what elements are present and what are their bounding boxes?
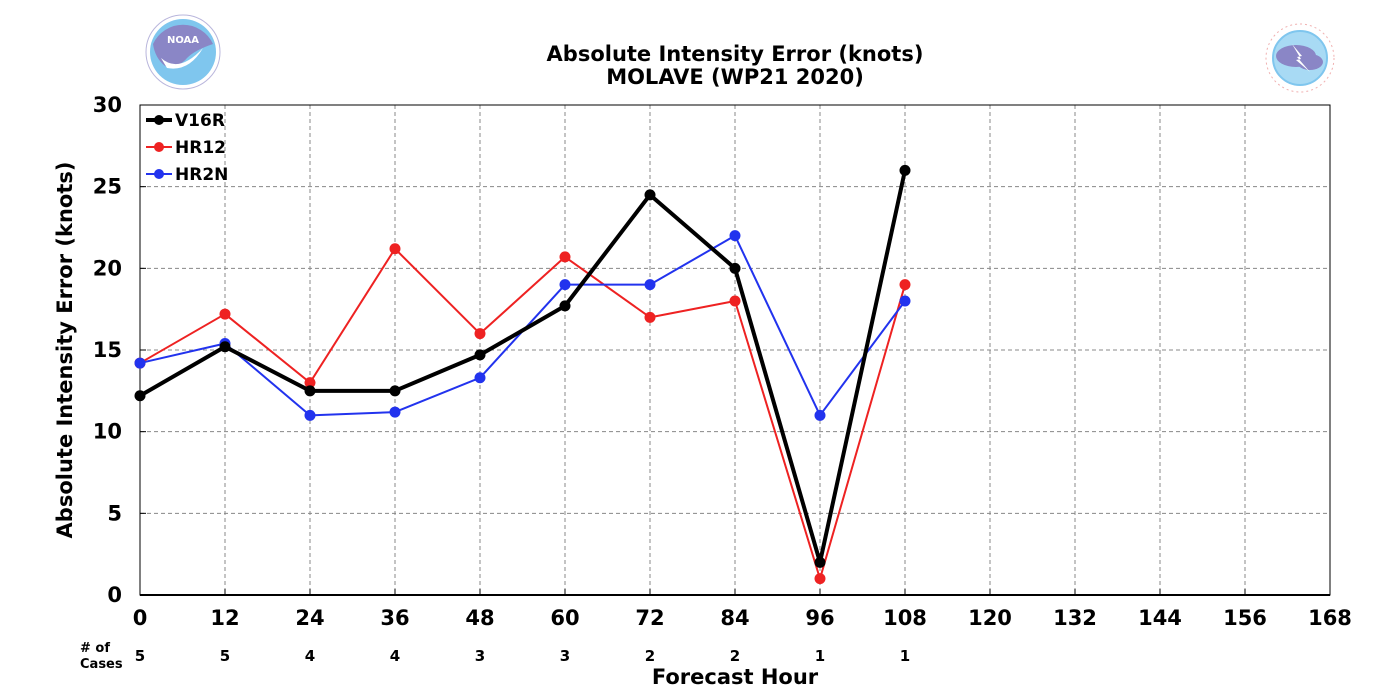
y-tick-label: 15 [93,338,122,362]
x-tick-label: 60 [550,606,579,630]
data-point [729,295,741,307]
x-tick-label: 48 [465,606,494,630]
legend: V16R HR12 HR2N [146,111,228,185]
data-point [644,189,656,201]
legend-swatch-marker [154,169,164,179]
cases-row: 5 5 4 4 3 3 2 2 1 1 [135,647,910,665]
data-point [134,390,146,402]
cases-label-line2: Cases [80,657,123,672]
series-line [139,247,906,580]
data-point [474,328,486,340]
chart-title: Absolute Intensity Error (knots) [547,42,924,66]
case-count: 3 [560,647,570,665]
x-tick-label: 12 [210,606,239,630]
y-axis-ticks: 0 5 10 15 20 25 30 [93,93,146,607]
data-point [389,243,401,255]
y-axis-label: Absolute Intensity Error (knots) [53,162,77,539]
case-count: 5 [135,647,145,665]
data-point [219,308,231,320]
data-point [899,279,911,291]
x-axis-ticks: 0 12 24 36 48 60 72 84 96 108 120 132 144 156 168 [133,589,1352,630]
legend-swatch-marker [154,142,164,152]
series [134,164,911,585]
data-point [559,279,571,291]
data-point [134,357,146,369]
data-point [304,409,316,421]
case-count: 1 [815,647,825,665]
x-tick-label: 168 [1308,606,1352,630]
legend-label: V16R [175,111,225,131]
x-tick-label: 0 [133,606,148,630]
case-count: 2 [645,647,655,665]
y-tick-label: 30 [93,93,122,117]
data-point [559,251,571,263]
series-v16r [134,164,911,568]
data-point [219,341,231,353]
case-count: 3 [475,647,485,665]
data-point [899,164,911,176]
data-point [304,385,316,397]
case-count: 2 [730,647,740,665]
legend-item-v16r: V16R [146,111,225,131]
legend-item-hr12: HR12 [146,138,226,158]
data-point [474,372,486,384]
x-tick-label: 96 [805,606,834,630]
x-tick-label: 156 [1223,606,1267,630]
nws-logo-icon [1264,22,1336,94]
y-tick-label: 0 [107,583,122,607]
data-point [814,556,826,568]
data-point [304,377,316,389]
x-tick-label: 24 [295,606,324,630]
data-point [899,295,911,307]
chart-subtitle: MOLAVE (WP21 2020) [606,65,864,89]
legend-item-hr2n: HR2N [146,165,228,185]
cases-label-line1: # of [80,641,110,656]
noaa-logo-text: NOAA [167,35,199,46]
data-point [729,262,741,274]
data-point [814,409,826,421]
series-hr2n [134,230,911,421]
y-tick-label: 5 [107,501,122,525]
series-line [139,234,906,417]
x-tick-label: 84 [720,606,749,630]
legend-swatch-marker [154,115,164,125]
data-point [644,311,656,323]
data-point [644,279,656,291]
data-point [814,573,826,585]
case-count: 5 [220,647,230,665]
legend-label: HR2N [175,165,228,185]
y-tick-label: 10 [93,420,122,444]
x-tick-label: 108 [883,606,927,630]
series-line [139,169,907,565]
data-point [389,406,401,418]
x-tick-label: 132 [1053,606,1097,630]
x-tick-label: 36 [380,606,409,630]
data-point [389,385,401,397]
data-point [729,230,741,242]
x-axis-label: Forecast Hour [652,665,819,689]
y-tick-label: 20 [93,256,122,280]
series-hr12 [134,243,911,585]
case-count: 4 [390,647,400,665]
data-point [474,349,486,361]
case-count: 1 [900,647,910,665]
data-point [559,300,571,312]
y-tick-label: 25 [93,175,122,199]
legend-label: HR12 [175,138,226,158]
noaa-logo-icon: NOAA [145,14,221,90]
x-tick-label: 120 [968,606,1012,630]
x-tick-label: 72 [635,606,664,630]
case-count: 4 [305,647,315,665]
grid [140,105,1330,595]
x-tick-label: 144 [1138,606,1182,630]
